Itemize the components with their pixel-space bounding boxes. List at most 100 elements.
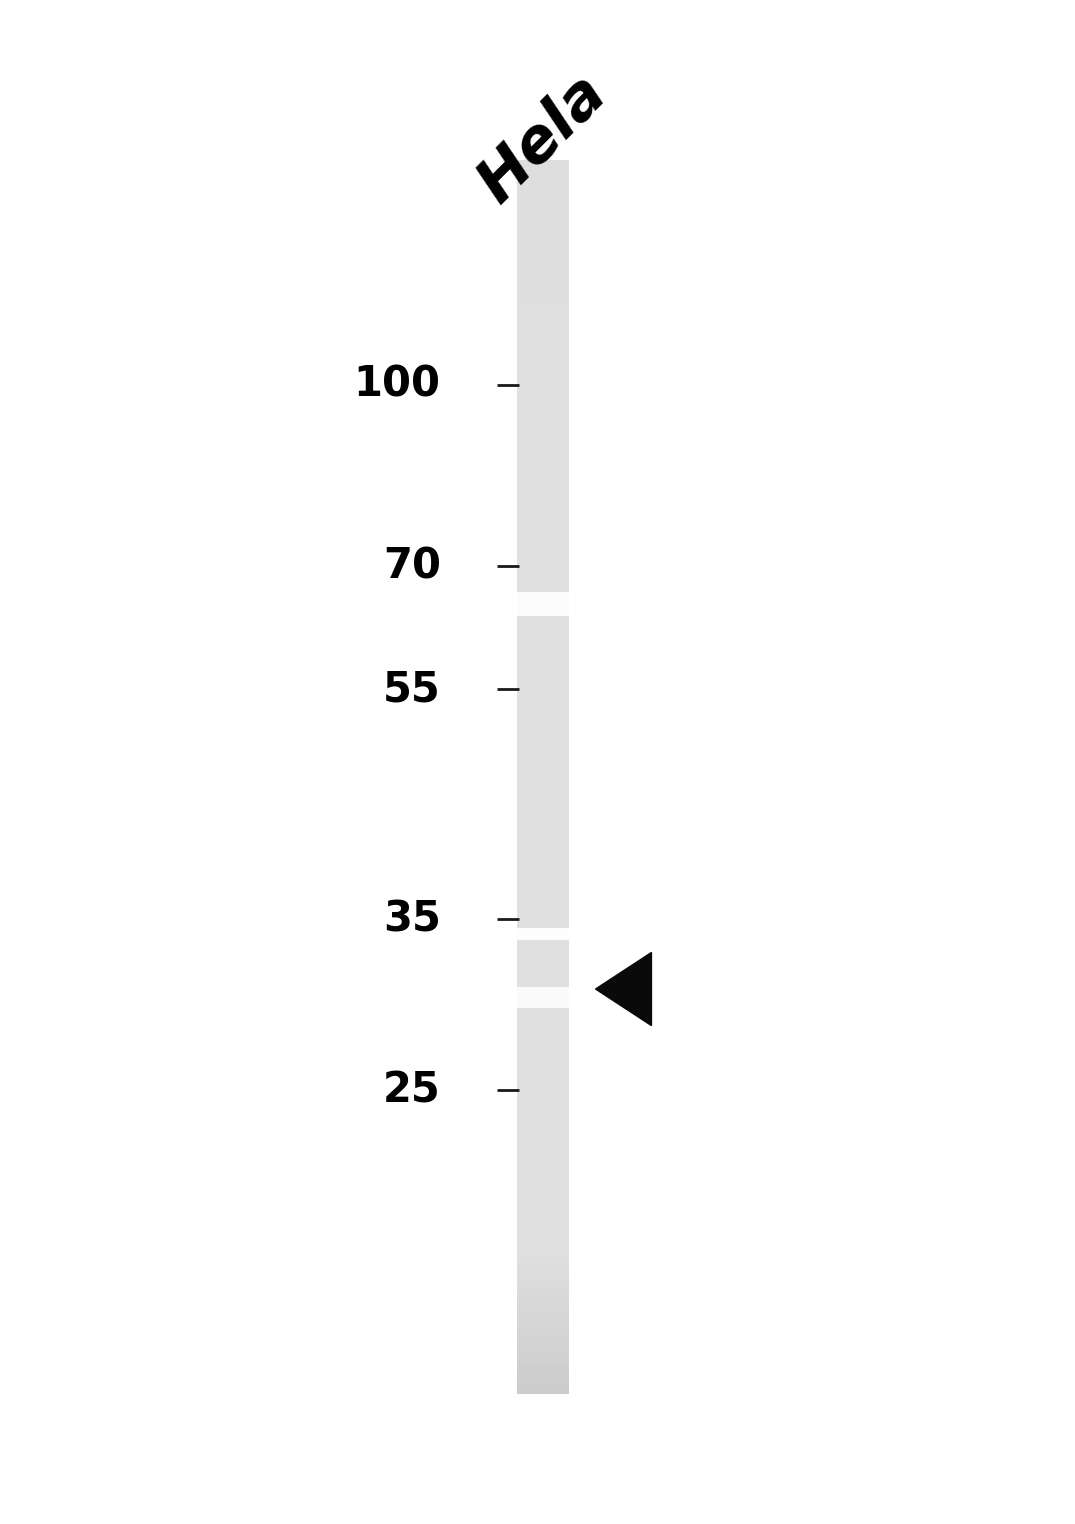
Bar	[517, 160, 569, 165]
Bar	[517, 1230, 569, 1234]
Bar	[517, 332, 569, 337]
Bar	[517, 1184, 569, 1189]
Bar	[517, 991, 569, 1007]
Bar	[517, 946, 569, 949]
Bar	[517, 794, 569, 799]
Bar	[517, 1242, 569, 1247]
Bar	[517, 1152, 569, 1155]
Bar	[517, 600, 569, 616]
Bar	[517, 213, 569, 218]
Bar	[517, 594, 569, 616]
Bar	[517, 226, 569, 230]
Bar	[517, 978, 569, 983]
Bar	[517, 1087, 569, 1090]
Bar	[517, 1193, 569, 1196]
Bar	[517, 997, 569, 1007]
Bar	[517, 1292, 569, 1295]
Bar	[517, 901, 569, 905]
Bar	[517, 472, 569, 477]
Bar	[517, 931, 569, 940]
Bar	[517, 572, 569, 576]
Bar	[517, 1382, 569, 1387]
Bar	[517, 1210, 569, 1213]
Bar	[517, 599, 569, 616]
Bar	[517, 600, 569, 616]
Bar	[517, 427, 569, 431]
Bar	[517, 602, 569, 616]
Bar	[517, 596, 569, 616]
Bar	[517, 931, 569, 940]
Bar	[517, 604, 569, 616]
Bar	[517, 506, 569, 509]
Bar	[517, 194, 569, 197]
Bar	[517, 1111, 569, 1114]
Bar	[517, 602, 569, 616]
Bar	[517, 936, 569, 940]
Bar	[517, 617, 569, 620]
Bar	[517, 1053, 569, 1058]
Bar	[517, 1266, 569, 1271]
Bar	[517, 994, 569, 1007]
Bar	[517, 988, 569, 1007]
Bar	[517, 1353, 569, 1358]
Bar	[517, 349, 569, 354]
Bar	[517, 453, 569, 456]
Bar	[517, 431, 569, 436]
Bar	[517, 736, 569, 741]
Bar	[517, 594, 569, 616]
Bar	[517, 991, 569, 1007]
Bar	[517, 838, 569, 843]
Bar	[517, 550, 569, 555]
Bar	[517, 1106, 569, 1111]
Bar	[517, 936, 569, 940]
Bar	[517, 607, 569, 616]
Bar	[517, 599, 569, 616]
Bar	[517, 230, 569, 235]
Bar	[517, 934, 569, 937]
Bar	[517, 864, 569, 867]
Bar	[517, 1329, 569, 1332]
Bar	[517, 1000, 569, 1003]
Text: 35: 35	[383, 898, 441, 940]
Bar	[517, 370, 569, 373]
Bar	[517, 593, 569, 616]
Bar	[517, 1007, 569, 1012]
Bar	[517, 695, 569, 700]
Bar	[517, 1305, 569, 1308]
Bar	[517, 928, 569, 940]
Bar	[517, 1164, 569, 1167]
Bar	[517, 1135, 569, 1140]
Bar	[517, 666, 569, 671]
Bar	[517, 806, 569, 811]
Bar	[517, 674, 569, 678]
Bar	[517, 934, 569, 940]
Bar	[517, 1225, 569, 1230]
Bar	[517, 600, 569, 616]
Bar	[517, 390, 569, 395]
Bar	[517, 378, 569, 383]
Bar	[517, 608, 569, 616]
Bar	[517, 995, 569, 1007]
Bar	[517, 579, 569, 584]
Bar	[517, 934, 569, 940]
Bar	[517, 620, 569, 625]
Bar	[517, 930, 569, 940]
Bar	[517, 1234, 569, 1237]
Bar	[517, 262, 569, 267]
Bar	[517, 395, 569, 399]
Bar	[517, 777, 569, 782]
Bar	[517, 1012, 569, 1017]
Bar	[517, 716, 569, 719]
Bar	[517, 936, 569, 940]
Bar	[517, 1172, 569, 1177]
Bar	[517, 867, 569, 872]
Bar	[517, 930, 569, 940]
Bar	[517, 931, 569, 940]
Bar	[517, 835, 569, 838]
Bar	[517, 942, 569, 946]
Bar	[517, 1237, 569, 1242]
Bar	[517, 884, 569, 888]
Bar	[517, 989, 569, 1007]
Bar	[517, 593, 569, 616]
Bar	[517, 1003, 569, 1007]
